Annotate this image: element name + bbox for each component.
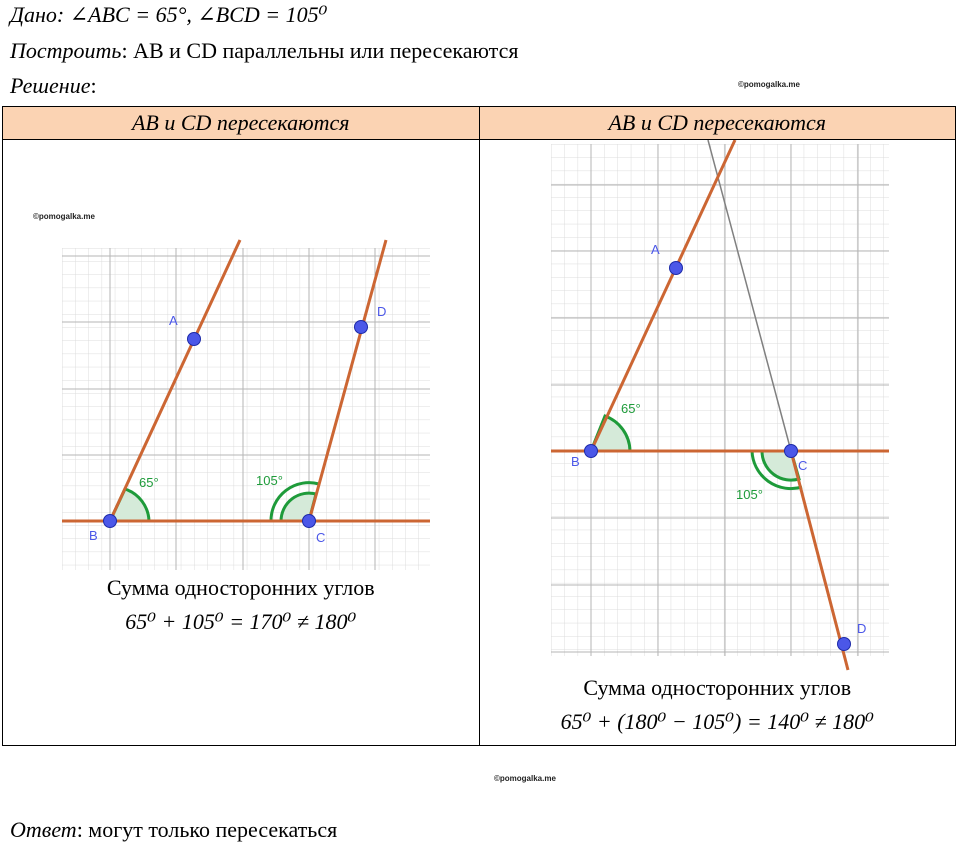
right-point-d xyxy=(836,637,851,651)
left-label-d: D xyxy=(377,304,386,319)
right-label-d: D xyxy=(857,621,866,636)
left-angle-c-arc-inner xyxy=(279,491,318,523)
construct-label: Построить xyxy=(10,38,122,63)
watermark-top: ©pomogalka.me xyxy=(738,80,800,89)
left-line-cd xyxy=(307,239,388,522)
left-angle-c-arc-outer xyxy=(269,481,320,523)
given-line: Дано: ∠ABC = 65°, ∠BCD = 105⁰ xyxy=(10,2,327,28)
watermark-bottom: ©pomogalka.me xyxy=(494,774,556,783)
left-header-text: AB и CD пересекаются xyxy=(131,110,350,135)
right-label-b: B xyxy=(571,454,580,469)
right-header: AB и CD пересекаются xyxy=(478,106,956,140)
solution-text: : xyxy=(90,73,97,98)
right-grid xyxy=(550,144,889,656)
right-caption2: 65⁰ + (180⁰ − 105⁰) = 140⁰ ≠ 180⁰ xyxy=(560,709,874,734)
right-line-ba xyxy=(589,140,736,452)
left-header: AB и CD пересекаются xyxy=(2,106,480,140)
right-label-c: C xyxy=(798,458,807,473)
left-line-ba xyxy=(108,239,242,522)
right-angle2-label: 105° xyxy=(736,487,763,502)
left-point-b xyxy=(103,514,117,528)
right-angle1-label: 65° xyxy=(621,401,641,416)
right-label-a: A xyxy=(651,242,660,257)
left-caption1: Сумма односторонних углов xyxy=(106,575,375,600)
answer-label: Ответ xyxy=(10,817,77,842)
solution-label: Решение xyxy=(10,73,91,98)
answer-line: Ответ: могут только пересекаться xyxy=(10,817,337,843)
right-line-cd xyxy=(789,450,849,671)
watermark-left: ©pomogalka.me xyxy=(33,212,95,221)
solution-table: AB и CD пересекаются AB и CD пересекаютс… xyxy=(2,106,956,746)
construct-line: Построить: AB и CD параллельны или перес… xyxy=(10,38,518,64)
left-angle1-label: 65° xyxy=(139,475,159,490)
right-point-a xyxy=(668,261,683,275)
left-point-a xyxy=(187,332,201,346)
left-angle2-label: 105° xyxy=(256,473,283,488)
right-point-b xyxy=(583,444,598,458)
left-label-a: A xyxy=(169,313,178,328)
left-label-b: B xyxy=(89,528,98,543)
solution-line: Решение: xyxy=(10,73,97,99)
right-angle-c-arc-inner xyxy=(759,449,801,482)
right-angle-c-arc-outer xyxy=(749,449,802,491)
left-diagram: A B C D 65° 105° xyxy=(62,239,430,570)
right-diagram: A B C D 65° 105° xyxy=(550,140,889,671)
left-point-d xyxy=(354,320,368,334)
left-point-c xyxy=(302,514,316,528)
right-header-text: AB и CD пересекаются xyxy=(608,110,827,135)
construct-text: : AB и CD параллельны или пересекаются xyxy=(121,38,519,63)
right-parallel-guide xyxy=(706,140,792,452)
left-label-c: C xyxy=(316,530,325,545)
right-cell: A B C D 65° 105° Сумма односторонних угл… xyxy=(478,139,956,746)
right-point-c xyxy=(783,444,798,458)
left-cell: ©pomogalka.me xyxy=(2,139,480,746)
left-caption2: 65⁰ + 105⁰ = 170⁰ ≠ 180⁰ xyxy=(125,609,357,634)
right-caption1: Сумма односторонних углов xyxy=(583,675,852,700)
answer-text: : могут только пересекаться xyxy=(76,817,338,842)
given-label: Дано xyxy=(10,2,57,27)
given-text: : ∠ABC = 65°, ∠BCD = 105⁰ xyxy=(56,2,328,27)
